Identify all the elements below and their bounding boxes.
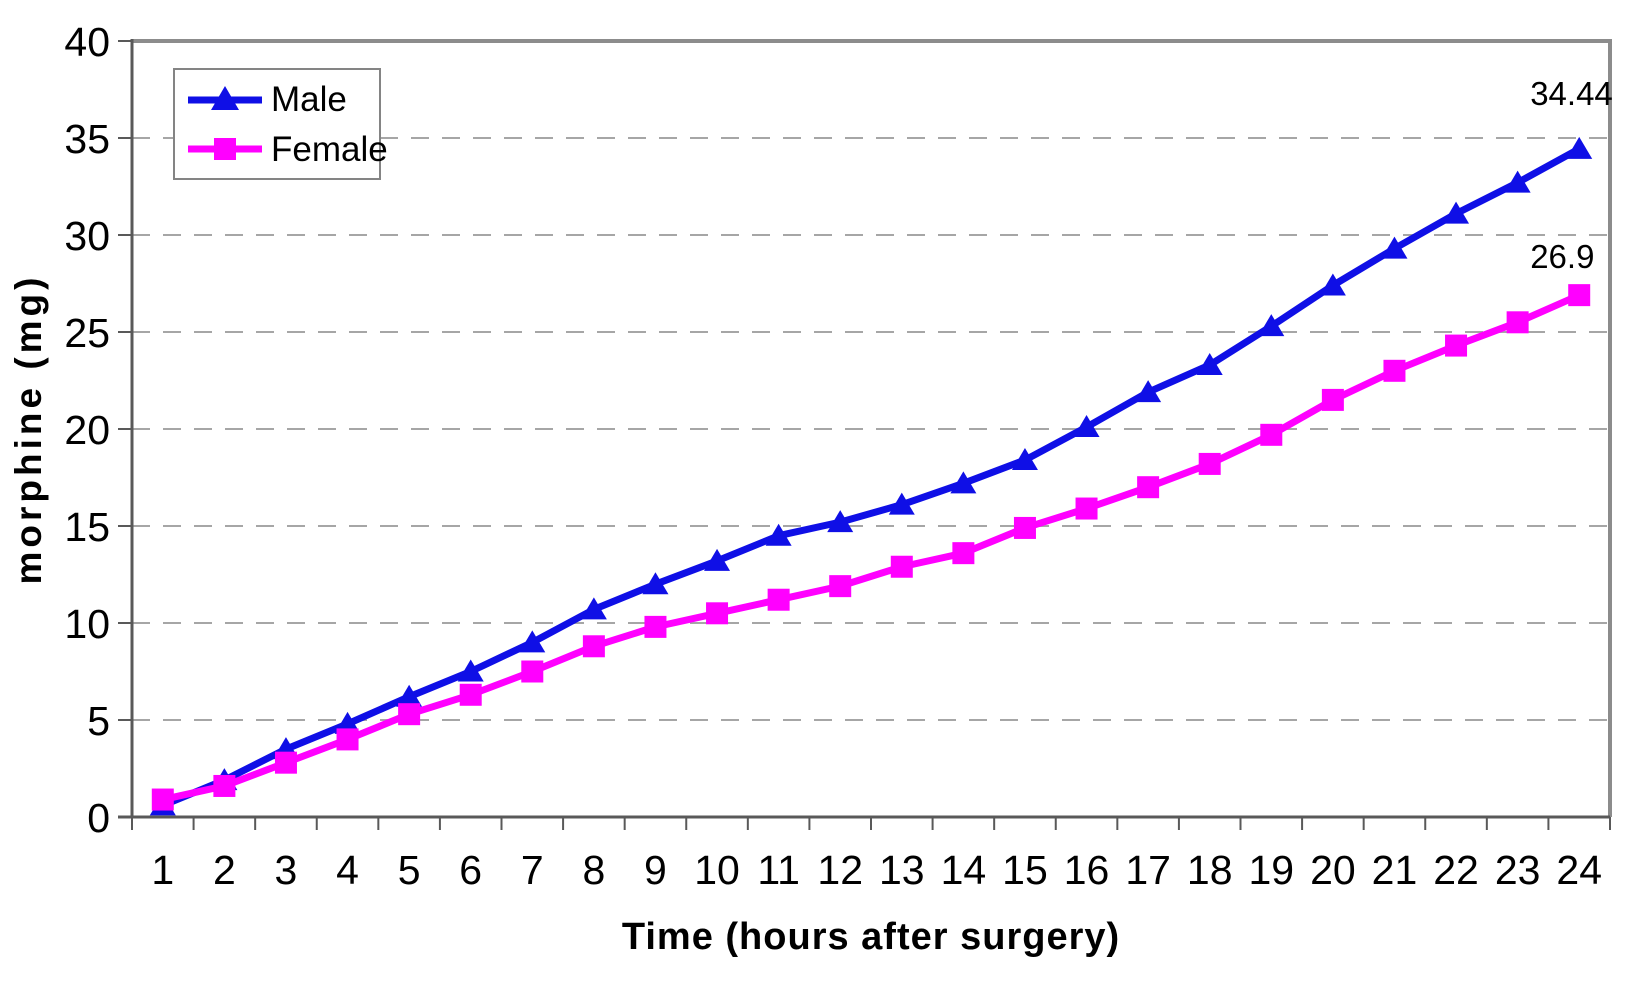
female-marker	[890, 555, 913, 578]
y-tick-label: 25	[64, 310, 110, 356]
gridlines-layer	[132, 137, 1610, 721]
legend-item-female: Female	[185, 129, 388, 169]
male-marker	[888, 492, 915, 515]
male-marker	[1319, 273, 1346, 296]
x-tick-label: 19	[1248, 847, 1294, 893]
x-tick-label: 3	[275, 847, 298, 893]
x-tick-label: 1	[151, 847, 174, 893]
series-layer	[149, 136, 1593, 816]
female-marker	[1568, 284, 1591, 307]
data-labels-layer: 34.44 26.9	[1530, 75, 1613, 275]
female-marker	[274, 751, 297, 774]
x-tick-label: 7	[521, 847, 544, 893]
female-marker	[1445, 334, 1468, 357]
x-tick-label: 20	[1310, 847, 1356, 893]
male-marker	[580, 597, 607, 620]
male-marker	[1196, 352, 1223, 375]
x-tick-label: 14	[941, 847, 987, 893]
female-marker	[952, 542, 975, 565]
series-male	[149, 136, 1593, 816]
x-tick-label: 13	[879, 847, 925, 893]
x-tick-label: 18	[1187, 847, 1233, 893]
female-marker	[1013, 516, 1036, 539]
x-tick-label: 2	[213, 847, 236, 893]
x-tick-label: 16	[1064, 847, 1110, 893]
y-tick-label: 0	[87, 795, 110, 841]
legend-item-male: Male	[185, 79, 379, 119]
x-tick-label: 6	[459, 847, 482, 893]
female-marker	[1075, 497, 1098, 520]
male-marker	[1258, 314, 1285, 337]
female-marker	[706, 602, 729, 625]
male-marker	[1073, 415, 1100, 438]
male-marker	[704, 548, 731, 571]
y-tick-label: 15	[64, 504, 110, 550]
female-marker	[459, 683, 482, 706]
x-tick-label: 11	[757, 847, 800, 893]
female-marker	[213, 774, 236, 797]
female-marker	[1198, 452, 1221, 475]
y-tick-label: 5	[87, 698, 110, 744]
female-marker	[1137, 476, 1160, 499]
female-marker	[1383, 359, 1406, 382]
x-tick-label: 12	[817, 847, 863, 893]
female-marker	[644, 615, 667, 638]
male-marker	[1443, 201, 1470, 224]
y-tick-label: 10	[64, 601, 110, 647]
female-marker	[1260, 423, 1283, 446]
legend: Male Female	[173, 68, 388, 180]
male-marker	[1135, 380, 1162, 403]
male-end-value-label: 34.44	[1530, 75, 1613, 112]
male-marker	[457, 659, 484, 682]
male-marker	[519, 630, 546, 653]
y-tick-label: 20	[64, 407, 110, 453]
x-tick-label: 24	[1556, 847, 1602, 893]
x-tick-label: 5	[398, 847, 421, 893]
male-marker	[1011, 448, 1038, 471]
x-tick-label: 9	[644, 847, 667, 893]
female-marker	[521, 660, 544, 683]
y-tick-label: 30	[64, 213, 110, 259]
x-tick-label: 4	[336, 847, 359, 893]
y-axis-title: morphine (mg)	[8, 273, 49, 585]
male-marker	[1381, 236, 1408, 259]
legend-label-male: Male	[271, 79, 347, 119]
female-marker	[1321, 388, 1344, 411]
male-marker	[1566, 136, 1593, 159]
female-marker	[398, 703, 421, 726]
male-series-line-triangle-icon	[188, 86, 262, 110]
y-tick-label: 40	[64, 19, 110, 65]
female-marker	[1506, 311, 1529, 334]
female-series-line-square-icon	[188, 138, 262, 160]
female-marker	[336, 728, 359, 751]
series-female	[151, 284, 1591, 811]
x-tick-label: 10	[694, 847, 740, 893]
male-marker	[765, 523, 792, 546]
x-axis-title: Time (hours after surgery)	[621, 916, 1121, 958]
x-tick-label: 15	[1002, 847, 1048, 893]
x-tick-label: 22	[1433, 847, 1479, 893]
y-tick-label: 35	[64, 116, 110, 162]
male-line	[159, 145, 1583, 809]
male-marker	[950, 471, 977, 494]
female-marker	[582, 635, 605, 658]
female-marker	[829, 575, 852, 598]
male-marker	[334, 711, 361, 734]
female-marker	[767, 588, 790, 611]
male-marker	[1504, 170, 1531, 193]
female-marker	[151, 788, 174, 811]
x-tick-label: 8	[582, 847, 605, 893]
legend-label-female: Female	[271, 129, 388, 169]
female-line	[159, 291, 1583, 804]
male-marker	[396, 684, 423, 707]
x-tick-label: 21	[1372, 847, 1418, 893]
x-tick-label: 17	[1125, 847, 1171, 893]
female-end-value-label: 26.9	[1530, 238, 1594, 275]
male-marker	[642, 572, 669, 595]
male-marker	[827, 510, 854, 533]
x-tick-label: 23	[1495, 847, 1541, 893]
